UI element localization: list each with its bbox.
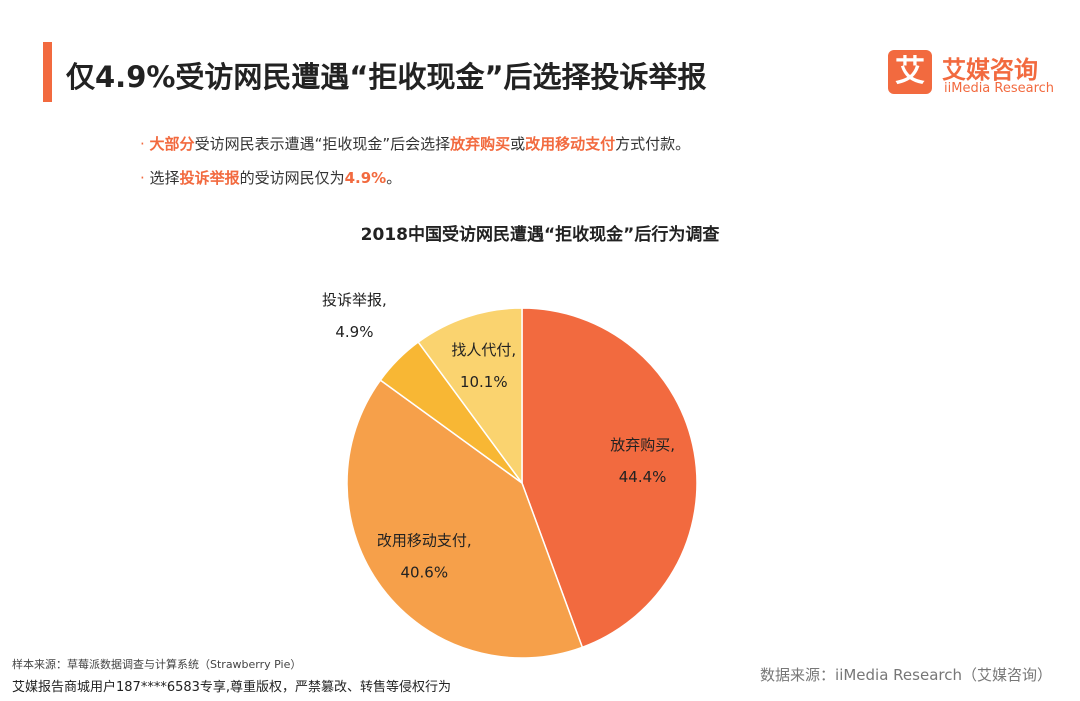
- highlight-text: 投诉举报: [179, 169, 240, 187]
- slice-label: 改用移动支付,: [377, 531, 472, 549]
- logo-sub: iiMedia Research: [944, 81, 1055, 96]
- bullet: 选择投诉举报的受访网民仅为4.9%。: [140, 167, 402, 188]
- logo-name: 艾媒咨询: [942, 56, 1038, 84]
- bullet-text: 的受访网民仅为: [239, 169, 345, 187]
- slice-label: 找人代付,: [451, 341, 516, 359]
- pie-slice: [521, 307, 698, 649]
- slice-value: 44.4%: [619, 468, 667, 486]
- pie-slice: [417, 307, 523, 486]
- bullet-text: 选择: [149, 169, 180, 187]
- bullet-text: 或: [510, 135, 526, 153]
- highlight-text: 大部分: [149, 135, 195, 153]
- bullet-text: 受访网民表示遭遇“拒收现金”后会选择: [194, 135, 451, 153]
- logo-icon: 艾: [888, 50, 932, 94]
- bullet-text: 。: [386, 169, 402, 187]
- slice-value: 40.6%: [400, 563, 448, 581]
- highlight-text: 改用移动支付: [525, 135, 616, 153]
- slice-label: 放弃购买,: [610, 436, 675, 454]
- data-source: 数据来源：iiMedia Research（艾媒咨询）: [760, 666, 1052, 684]
- title-bar: [43, 42, 52, 102]
- highlight-text: 放弃购买: [450, 135, 511, 153]
- notice: 艾媒报告商城用户187****6583专享,尊重版权，严禁篡改、转售等侵权行为: [12, 680, 452, 695]
- slice-value: 10.1%: [460, 373, 508, 391]
- page-title: 仅4.9%受访网民遭遇“拒收现金”后选择投诉举报: [66, 60, 707, 94]
- bullet-text: 方式付款。: [615, 135, 691, 153]
- pie-slice: [346, 379, 584, 659]
- slice-value: 4.9%: [335, 323, 373, 341]
- chart-title: 2018中国受访网民遭遇“拒收现金”后行为调查: [361, 224, 721, 245]
- sample-source: 样本来源：草莓派数据调查与计算系统（Strawberry Pie）: [12, 658, 302, 671]
- slice-label: 投诉举报,: [322, 291, 387, 309]
- highlight-text: 4.9%: [344, 169, 387, 187]
- bullet: 大部分受访网民表示遭遇“拒收现金”后会选择放弃购买或改用移动支付方式付款。: [140, 133, 691, 154]
